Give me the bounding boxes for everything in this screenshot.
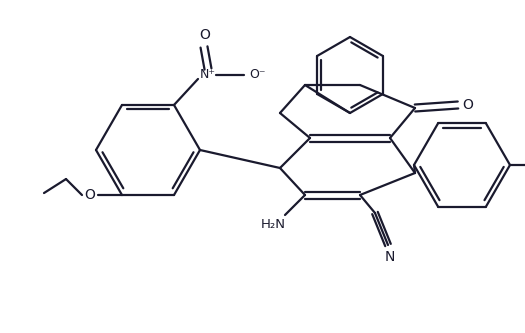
Text: O: O (85, 188, 96, 202)
Text: N⁺: N⁺ (200, 69, 216, 82)
Text: N: N (385, 250, 395, 264)
Text: O: O (200, 28, 211, 42)
Text: O: O (463, 98, 474, 112)
Text: O⁻: O⁻ (250, 69, 266, 82)
Text: H₂N: H₂N (260, 218, 286, 231)
